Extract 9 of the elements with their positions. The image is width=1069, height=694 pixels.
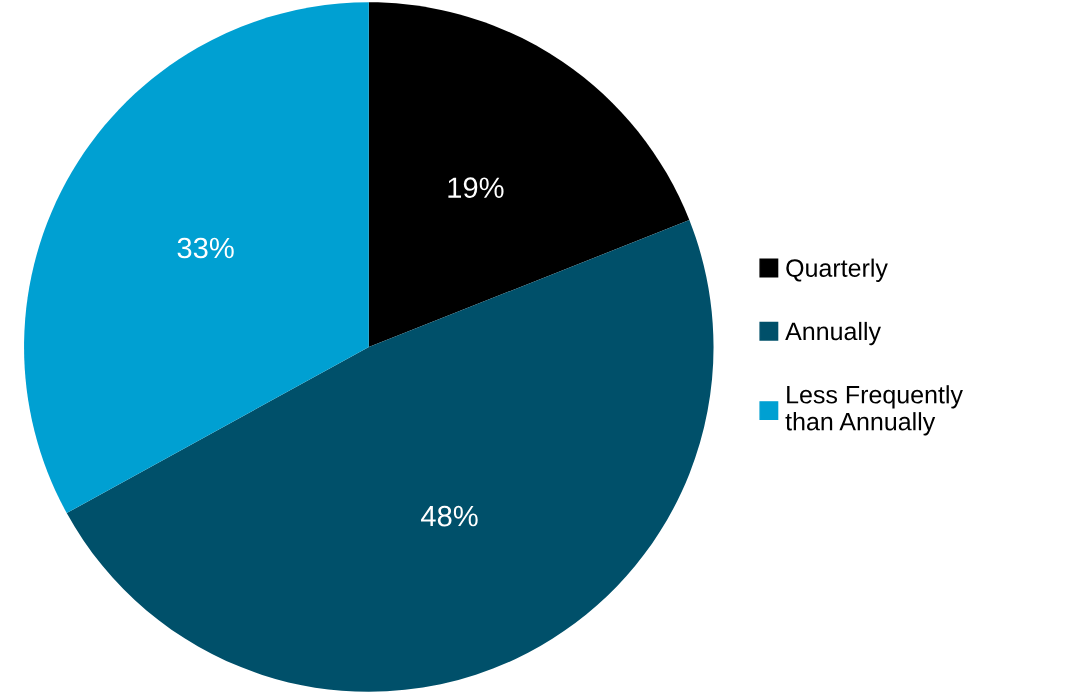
legend-label: Annually — [785, 321, 881, 346]
data-label: 33% — [177, 237, 234, 259]
pie-slice — [24, 2, 369, 514]
pie-slice — [368, 2, 690, 347]
legend-label: Less Frequently than Annually — [785, 385, 963, 436]
legend-label: Quarterly — [786, 258, 888, 282]
pie-slice — [66, 220, 714, 692]
data-label: 48% — [421, 505, 478, 527]
data-label: 19% — [448, 177, 504, 198]
